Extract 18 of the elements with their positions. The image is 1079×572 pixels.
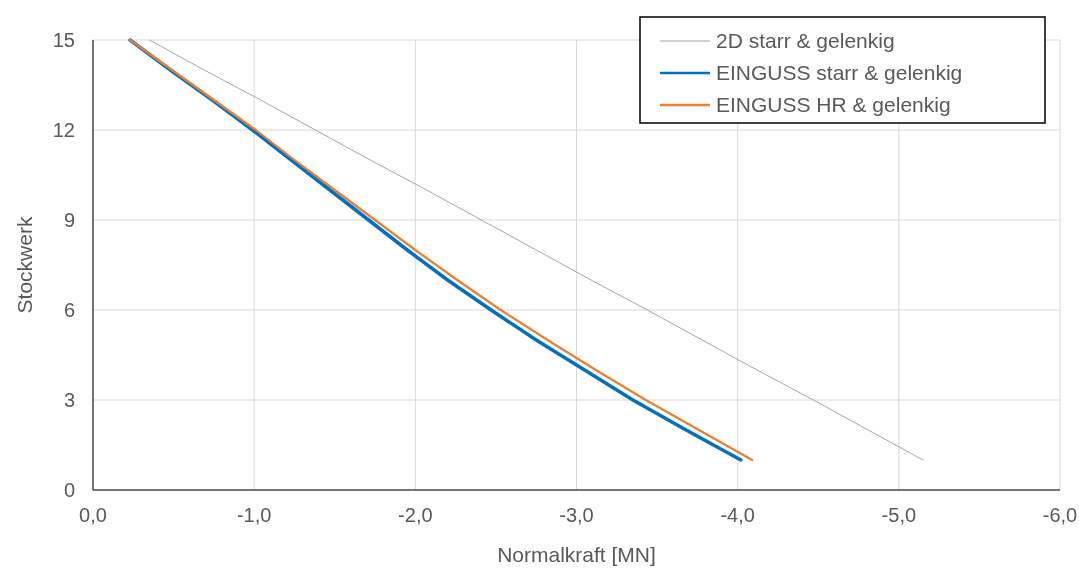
x-tick-label: -1,0 — [236, 504, 272, 526]
y-tick-label: 3 — [63, 389, 75, 411]
y-tick-label: 0 — [63, 479, 75, 501]
y-axis-title: Stockwerk — [13, 216, 36, 314]
y-tick-label: 9 — [63, 209, 75, 231]
legend-label: EINGUSS starr & gelenkig — [716, 61, 963, 84]
legend-label: 2D starr & gelenkig — [716, 29, 895, 52]
y-tick-label: 12 — [52, 119, 75, 141]
x-tick-label: 0,0 — [79, 504, 107, 526]
y-tick-label: 15 — [52, 29, 75, 51]
legend-label: EINGUSS HR & gelenkig — [716, 93, 951, 116]
x-tick-label: -4,0 — [720, 504, 755, 526]
x-tick-label: -2,0 — [398, 504, 433, 526]
x-tick-label: -5,0 — [881, 504, 917, 526]
x-tick-label: -3,0 — [559, 504, 594, 526]
x-tick-label: -6,0 — [1042, 504, 1078, 526]
y-tick-label: 6 — [63, 299, 75, 321]
x-axis-title: Normalkraft [MN] — [497, 543, 656, 566]
